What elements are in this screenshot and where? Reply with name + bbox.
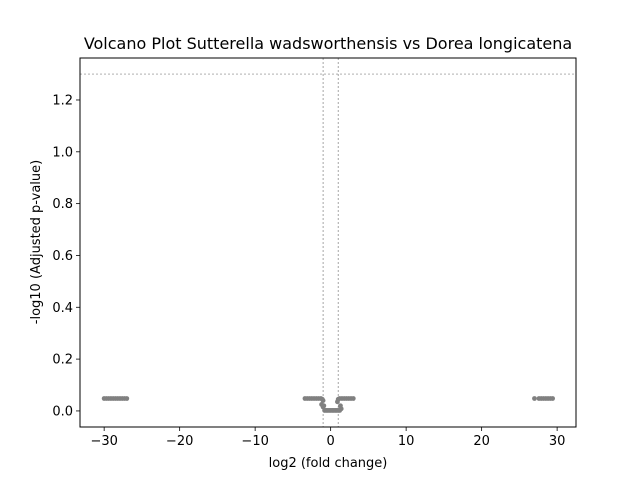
y-axis-ticks: 0.0 0.2 0.4 0.6 0.8 1.0 1.2 [52, 93, 80, 419]
data-point [320, 398, 326, 403]
reference-lines [80, 58, 576, 427]
x-tick-label: −20 [166, 434, 193, 449]
y-tick-label: 0.2 [52, 353, 73, 368]
data-point [550, 396, 555, 401]
y-tick-label: 1.0 [52, 145, 73, 160]
data-point [124, 396, 130, 401]
y-tick-label: 0.0 [52, 404, 73, 419]
x-axis-label: log2 (fold change) [269, 456, 388, 471]
y-axis-label: -log10 (Adjusted p-value) [29, 160, 44, 324]
y-tick-label: 1.2 [52, 93, 73, 108]
x-axis-ticks: −30 −20 −10 0 10 20 30 [90, 427, 565, 449]
x-tick-label: 10 [398, 434, 415, 449]
data-point [350, 396, 356, 401]
chart-title: Volcano Plot Sutterella wadsworthensis v… [84, 34, 572, 53]
data-point [338, 403, 343, 409]
x-tick-label: 20 [473, 434, 490, 449]
y-tick-label: 0.6 [52, 249, 73, 264]
data-point [321, 403, 327, 409]
data-points [101, 396, 555, 413]
x-tick-label: −10 [241, 434, 268, 449]
plot-area-frame [79, 57, 577, 428]
data-point [532, 396, 537, 401]
x-tick-label: 30 [549, 434, 566, 449]
y-tick-label: 0.8 [52, 197, 73, 212]
x-tick-label: −30 [90, 434, 117, 449]
x-tick-label: 0 [327, 434, 335, 449]
y-tick-label: 0.4 [52, 301, 73, 316]
